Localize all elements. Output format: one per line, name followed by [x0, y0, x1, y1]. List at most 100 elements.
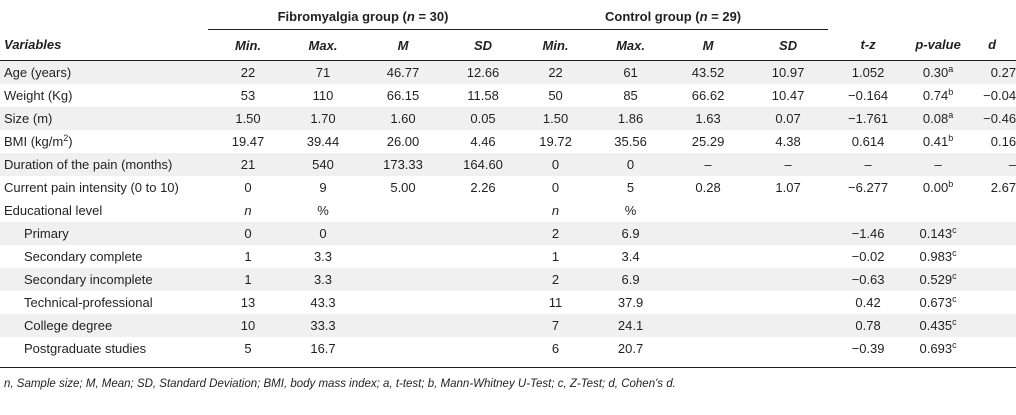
table-row: Secondary complete 1 3.3 1 3.4 −0.02 0.983c	[0, 245, 1016, 268]
table-row: Current pain intensity (0 to 10) 0 9 5.00 2.…	[0, 176, 1016, 199]
fibro-mean: 46.77	[358, 60, 448, 84]
cohens-d: 0.16	[990, 134, 1016, 149]
fibro-min: 19.47	[231, 134, 265, 149]
control-n: 2	[518, 222, 594, 245]
p-value: 0.74b	[922, 87, 954, 104]
control-sd: 4.38	[775, 134, 801, 149]
cohens-d: −0.46	[968, 107, 1016, 130]
p-value: 0.08a	[908, 107, 969, 130]
fibro-pct: 0	[288, 222, 358, 245]
header-control-max: Max.	[593, 29, 669, 61]
p-value: 0.143c	[908, 222, 969, 245]
control-max: 5	[626, 180, 635, 195]
control-pct: 6.9	[593, 222, 669, 245]
fibro-min: 53	[240, 88, 256, 103]
p-value: 0.529c	[908, 268, 969, 291]
fibro-min: 0	[244, 180, 252, 195]
control-min: 22	[518, 60, 594, 84]
t-z-value: −1.761	[828, 107, 909, 130]
table-row: BMI (kg/m2) 19.47 39.44 26.00 4.46 19.72 35.56…	[0, 130, 1016, 153]
cohens-d: 0.27	[968, 60, 1016, 84]
cohens-d: 2.67	[990, 180, 1016, 195]
table-row: Duration of the pain (months) 21 540 173.33…	[0, 153, 1016, 176]
header-p-value: p-value	[908, 29, 969, 61]
row-label: Weight (Kg)	[4, 88, 73, 103]
fibro-max: 110	[312, 88, 334, 103]
control-max: 61	[593, 60, 669, 84]
p-value: 0.00b	[922, 179, 954, 196]
control-n: 2	[518, 268, 594, 291]
control-min: 0	[518, 153, 594, 176]
fibro-n: 5	[244, 341, 252, 356]
p-value: –	[908, 153, 969, 176]
control-mean: 1.63	[668, 107, 749, 130]
table-row: Size (m) 1.50 1.70 1.60 0.05 1.50 1.86 1.63 0.07…	[0, 107, 1016, 130]
header-control-min: Min.	[518, 29, 594, 61]
fibro-sd: 164.60	[448, 153, 519, 176]
control-max: 1.86	[593, 107, 669, 130]
control-mean: 43.52	[668, 60, 749, 84]
table-row: Age (years) 22 71 46.77 12.66 22 61 43.52 10.97 1…	[0, 60, 1016, 84]
fibro-n: 0	[208, 222, 288, 245]
education-label: Educational level	[4, 203, 103, 218]
table-footnote: n, Sample size; M, Mean; SD, Standard De…	[4, 378, 676, 390]
table-row: Weight (Kg) 53 110 66.15 11.58 50 85 66.62 10.47…	[0, 84, 1016, 107]
p-value: 0.673c	[919, 294, 957, 311]
header-fibro-sd: SD	[448, 29, 519, 61]
p-value: 0.693c	[919, 340, 957, 357]
fibro-n: 10	[208, 314, 288, 337]
t-z-value: 1.052	[828, 60, 909, 84]
fibro-max: 1.70	[288, 107, 358, 130]
table-row: College degree 10 33.3 7 24.1 0.78 0.435c	[0, 314, 1016, 337]
fibro-sd: 2.26	[470, 180, 496, 195]
fibro-pct: 33.3	[288, 314, 358, 337]
control-pct: 20.7	[617, 341, 644, 356]
fibro-sd: 11.58	[467, 88, 499, 103]
fibro-min: 22	[208, 60, 288, 84]
data-table: Fibromyalgia group (n = 30) Control grou…	[0, 3, 1016, 360]
fibro-max: 39.44	[306, 134, 340, 149]
control-min: 50	[548, 88, 563, 103]
column-header-row: Variables Min. Max. M SD Min. Max. M SD …	[0, 29, 1016, 61]
fibro-mean: 173.33	[358, 153, 448, 176]
fibromyalgia-group-header: Fibromyalgia group (n = 30)	[208, 3, 519, 30]
p-value: 0.41b	[922, 133, 954, 150]
control-mean: 0.28	[695, 180, 721, 195]
t-z-value: −0.164	[848, 88, 889, 103]
table-row: Postgraduate studies 5 16.7 6 20.7 −0.39 0.693…	[0, 337, 1016, 360]
t-z-value: −0.02	[851, 249, 885, 264]
t-z-value: 0.614	[851, 134, 885, 149]
education-fibro-n-header: n	[244, 203, 252, 218]
control-sd: –	[748, 153, 829, 176]
header-variables: Variables	[0, 29, 208, 61]
header-control-mean: M	[668, 29, 749, 61]
fibro-n: 1	[244, 249, 252, 264]
t-z-value: −0.63	[828, 268, 909, 291]
education-fibro-pct-header: %	[317, 203, 329, 218]
row-label: Age (years)	[0, 60, 208, 84]
control-sd: 10.47	[771, 88, 805, 103]
control-n: 1	[551, 249, 560, 264]
cohens-d: −0.04	[983, 88, 1016, 103]
control-max: 35.56	[614, 134, 647, 149]
t-z-value: 0.42	[855, 295, 881, 310]
control-n: 11	[548, 295, 563, 310]
control-mean: 66.62	[691, 88, 725, 103]
fibro-max: 71	[288, 60, 358, 84]
education-rows: Educational level n % n % Primary 0 0 2 6.9−…	[0, 199, 1016, 360]
row-label: Current pain intensity (0 to 10)	[4, 180, 179, 195]
table-bottom-rule	[0, 367, 1016, 368]
control-min: 19.72	[539, 134, 572, 149]
control-mean: –	[668, 153, 749, 176]
education-level-label: College degree	[0, 314, 208, 337]
control-n: 7	[518, 314, 594, 337]
p-value: 0.435c	[908, 314, 969, 337]
control-group-header: Control group (n = 29)	[518, 3, 829, 30]
control-min: 0	[551, 180, 560, 195]
row-label: Duration of the pain (months)	[0, 153, 208, 176]
fibro-pct: 16.7	[310, 341, 336, 356]
fibro-pct: 3.3	[313, 249, 333, 264]
table-row: Technical-professional 13 43.3 11 37.9 0.42 0.…	[0, 291, 1016, 314]
fibro-mean: 1.60	[358, 107, 448, 130]
stat-rows: Age (years) 22 71 46.77 12.66 22 61 43.52 10.97 1…	[0, 60, 1016, 200]
